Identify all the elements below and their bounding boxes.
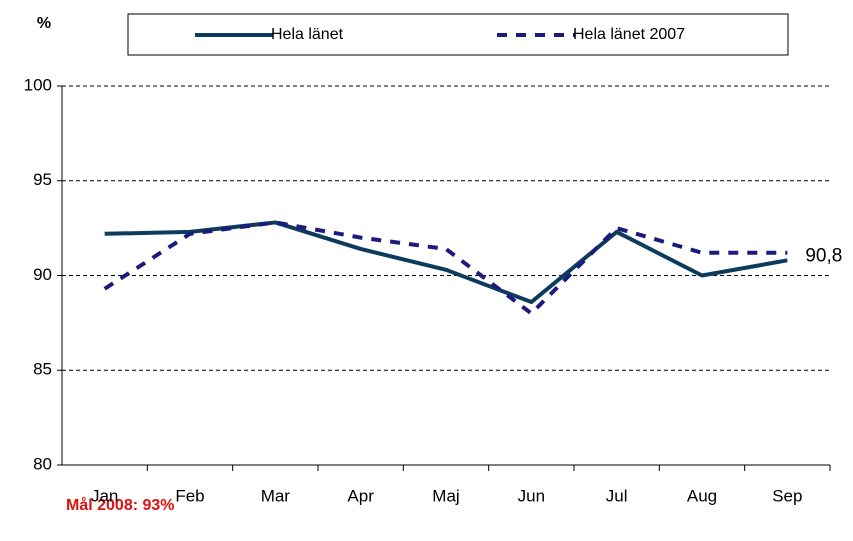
x-tick-label: Sep [772, 486, 802, 505]
x-tick-label: Maj [432, 486, 459, 505]
line-series [103, 220, 788, 316]
y-tick-label: 95 [33, 170, 52, 189]
y-tick-label: 85 [33, 360, 52, 379]
y-axis-label: % [37, 15, 51, 32]
footnote: Mål 2008: 93% [66, 496, 175, 514]
y-tick-label: 80 [33, 454, 52, 473]
legend-label: Hela länet 2007 [573, 26, 685, 43]
x-tick-label: Jun [518, 486, 545, 505]
x-tick-label: Jul [606, 486, 628, 505]
x-tick-label: Jan [91, 486, 118, 505]
line-series [104, 220, 788, 305]
legend-label: Hela länet [271, 26, 344, 43]
x-tick-label: Aug [687, 486, 717, 505]
x-tick-label: Apr [347, 486, 374, 505]
data-label: 90,8 [805, 245, 842, 266]
x-tick-label: Feb [175, 486, 204, 505]
y-tick-label: 90 [33, 265, 52, 284]
x-tick-label: Mar [261, 486, 291, 505]
y-tick-label: 100 [24, 75, 52, 94]
